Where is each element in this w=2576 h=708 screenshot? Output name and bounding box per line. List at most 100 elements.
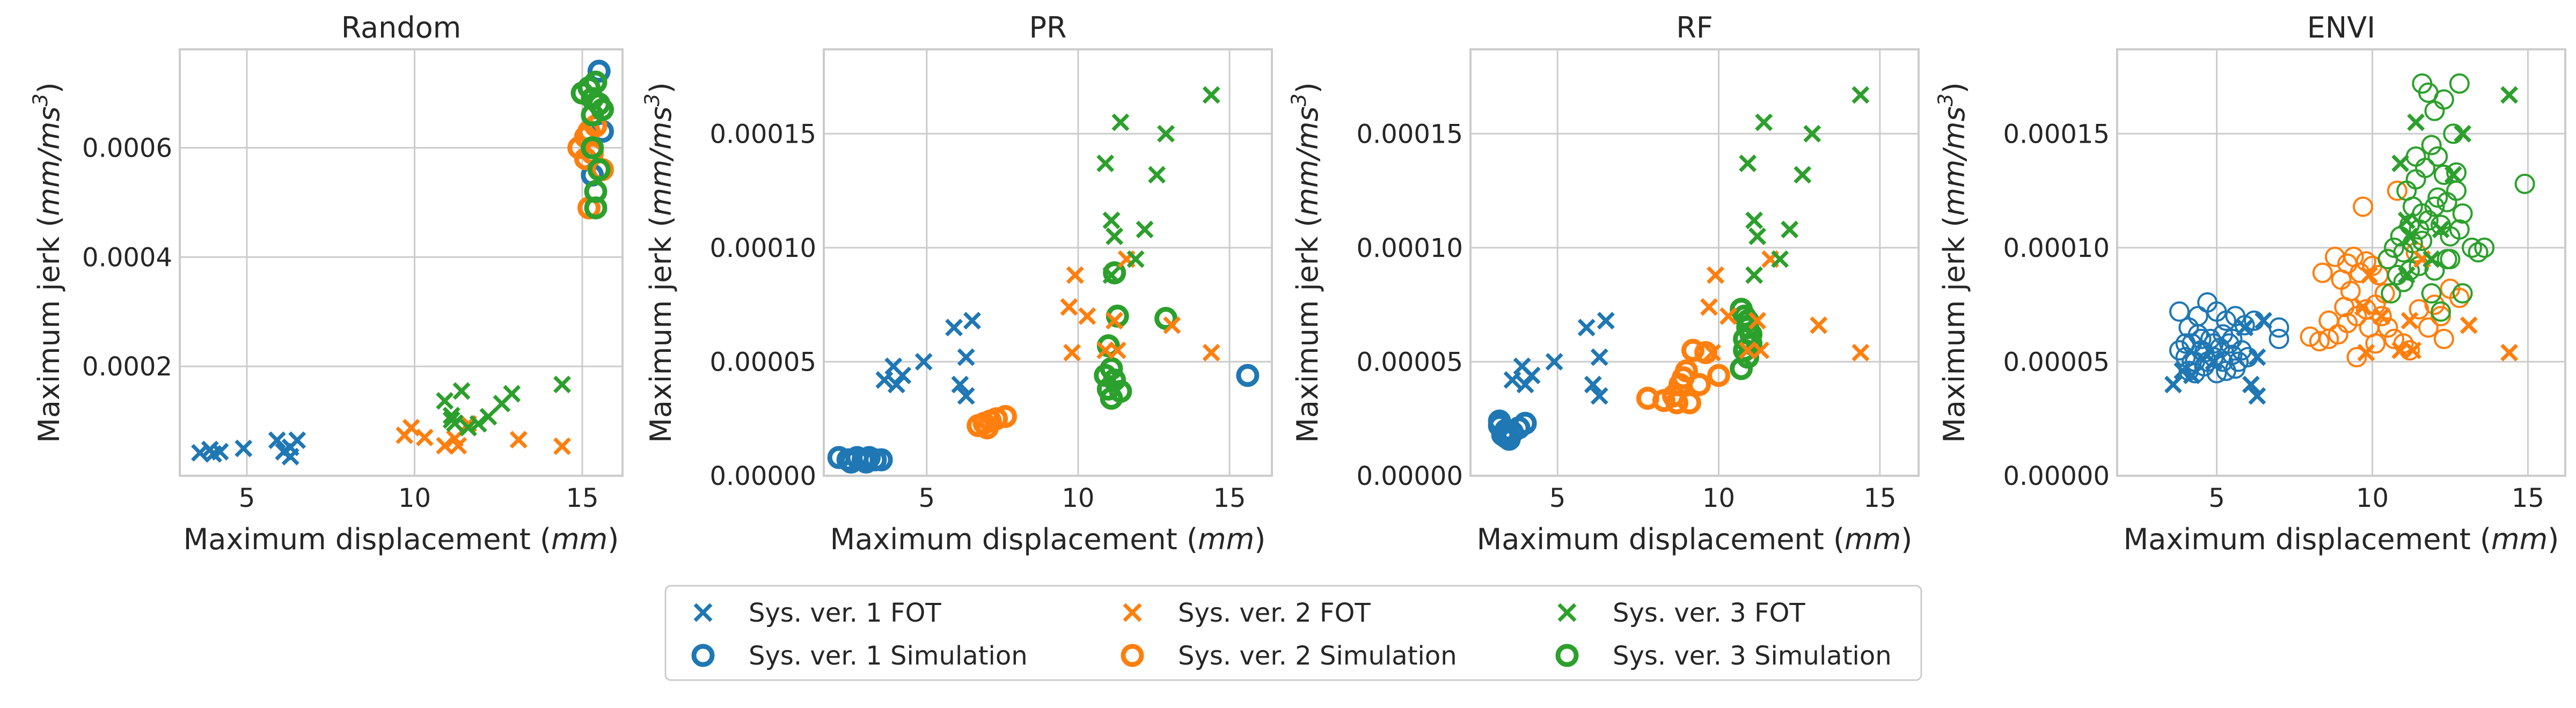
point-v3-fot [2401,227,2419,246]
point-v2-fot [2360,266,2379,284]
y-tick-label: 0.00000 [710,461,817,491]
point-v3-fot [469,415,487,433]
point-v2-sim [1688,373,1711,396]
data-points [827,86,1260,474]
point-v2-fot [415,429,434,447]
series-v3-fot [1739,86,1870,284]
point-v1-sim [1236,364,1260,387]
point-v2-fot [436,437,454,455]
point-v3-fot [1157,124,1175,143]
y-tick-label: 0.00005 [2003,347,2110,377]
point-v1-sim [854,450,878,474]
subplot-rf: RF 5 10 15 0.00000 0.00005 0.00010 0.00015 Maxim… [1287,11,1920,556]
point-v2-fot [1078,307,1096,325]
y-tick-label: 0.00015 [710,119,817,149]
point-v3-sim [2424,100,2445,121]
point-v2-sim [2431,306,2451,327]
point-v3-fot [436,392,454,410]
point-v3-sim [2462,237,2483,258]
x-tick-label: 5 [239,483,255,513]
data-points [1488,86,1870,451]
point-v1-sim [839,450,863,474]
point-v3-fot [2423,250,2441,268]
point-v2-fot [1060,298,1078,316]
legend-label: Sys. ver. 2 FOT [1178,598,1371,628]
point-v3-sim [2415,158,2436,179]
subplot-title: ENVI [2307,11,2375,45]
point-v3-fot [1771,250,1789,268]
series-v3-sim [1094,261,1178,410]
x-tick-label: 15 [2512,483,2544,513]
point-v2-fot [1810,316,1828,334]
point-v3-sim [2446,180,2467,201]
point-v2-sim [1674,359,1698,382]
y-axis-label: Maximum jerk (mm/ms3) [1287,82,1324,442]
series-v2-sim [1636,338,1731,415]
point-v3-sim [2431,301,2451,322]
point-v3-sim [2421,283,2442,304]
legend-label: Sys. ver. 1 FOT [749,598,941,628]
point-v1-sim [2234,315,2255,336]
series-v1-fot [2164,312,2273,405]
point-v2-sim [1678,391,1701,415]
point-v1-fot [1503,371,1521,389]
point-v3-sim [2381,283,2402,304]
point-v3-fot [459,418,477,437]
point-v2-fot [1163,316,1181,334]
y-tick-label: 0.00010 [2003,233,2110,263]
point-v3-fot [1794,166,1812,184]
point-v3-fot [1126,250,1145,268]
point-v3-sim [2433,89,2454,110]
y-tick-label: 0.00015 [1357,119,1463,149]
point-v3-fot [1102,211,1121,230]
point-v1-fot [963,312,981,330]
legend: Sys. ver. 1 FOT Sys. ver. 2 FOT Sys. ver. … [664,585,1922,681]
legend-label: Sys. ver. 1 Simulation [749,641,1028,671]
point-v1-fot [275,442,293,461]
point-v3-fot [1803,124,1821,143]
legend-item-v2-fot: Sys. ver. 2 FOT [1123,598,1371,628]
point-v1-fot [2255,312,2273,330]
point-v2-sim [2374,283,2395,304]
legend-marker-x [693,603,713,622]
point-v2-fot [2357,343,2375,362]
point-v3-fot [1851,86,1870,104]
point-v1-fot [1590,348,1608,366]
point-v2-sim [2377,317,2398,338]
point-v3-fot [2397,211,2416,230]
point-v3-fot [1136,220,1154,239]
legend-item-v3-fot: Sys. ver. 3 FOT [1557,598,1805,628]
point-v2-sim [1681,338,1704,362]
y-tick-label: 0.00005 [710,347,817,377]
subplot-random: Random 5 10 15 0.0002 0.0004 0.0006 Maximum dis… [28,11,624,556]
point-v3-sim [2427,187,2448,208]
point-v2-fot [1063,343,1081,362]
point-v3-fot [2500,86,2519,104]
point-v1-sim [2197,351,2218,372]
point-v2-fot [1752,341,1770,359]
legend-marker-circle [1121,644,1144,667]
point-v2-sim [2365,333,2386,354]
grid [180,49,623,476]
point-v3-fot [553,375,571,394]
axes-frame [179,48,624,477]
point-v2-fot [1700,298,1718,316]
series-v2-fot [1060,250,1220,362]
legend-item-v1-fot: Sys. ver. 1 FOT [693,598,941,628]
point-v1-sim [1513,411,1537,435]
point-v1-fot [2205,352,2223,371]
point-v1-sim [869,448,893,471]
point-v3-sim [2474,237,2495,258]
point-v1-fot [2248,387,2266,405]
point-v3-fot [452,382,471,400]
point-v2-fot [2460,316,2478,334]
point-v2-fot [2500,343,2519,362]
point-v2-sim [1665,391,1688,415]
point-v3-sim [2405,169,2426,190]
point-v3-sim [581,136,604,159]
series-v3-sim [1730,298,1763,380]
point-v3-sim [584,70,608,94]
point-v3-sim [2452,283,2473,304]
point-v2-fot [1707,266,1725,284]
series-v2-fot [2354,250,2519,362]
